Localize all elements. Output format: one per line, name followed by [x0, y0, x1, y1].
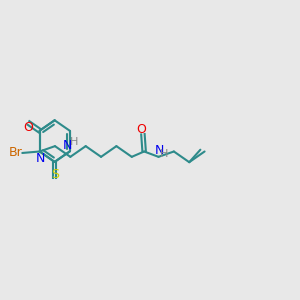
Text: Br: Br	[8, 146, 22, 160]
Text: N: N	[36, 152, 46, 164]
Text: O: O	[23, 121, 33, 134]
Text: S: S	[51, 168, 59, 181]
Text: H: H	[160, 149, 168, 159]
Text: O: O	[137, 123, 147, 136]
Text: H: H	[70, 137, 78, 147]
Text: N: N	[62, 139, 72, 152]
Text: N: N	[155, 144, 164, 157]
